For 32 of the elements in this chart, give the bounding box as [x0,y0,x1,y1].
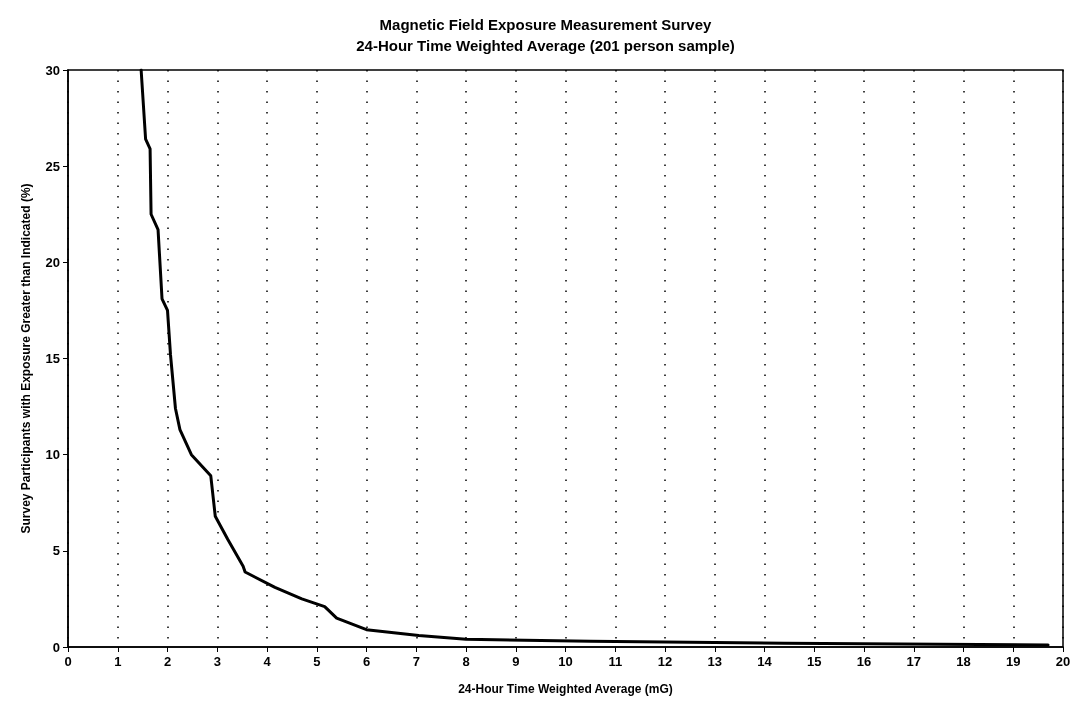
x-tick-label: 5 [313,654,321,669]
y-tick-label: 20 [45,254,60,270]
y-tick-label: 25 [45,158,60,174]
x-tick-label: 1 [114,654,122,669]
chart-subtitle: 24-Hour Time Weighted Average (201 person sample) [356,37,735,54]
x-tick-label: 10 [558,654,573,669]
x-tick-label: 2 [163,654,172,669]
x-axis-title: 24-Hour Time Weighted Average (mG) [458,682,673,696]
x-tick-label: 11 [608,654,623,669]
x-tick-label: 9 [512,654,520,669]
x-tick-label: 6 [362,654,371,669]
y-tick-label: 5 [52,543,60,559]
x-tick-label: 0 [64,654,72,669]
x-tick-label: 12 [657,654,673,669]
y-tick-label: 15 [45,351,60,366]
x-tick-label: 4 [263,654,272,669]
y-axis-title: Survey Participants with Exposure Greater than Indicated (%) [19,183,33,534]
x-tick-label: 8 [462,654,470,669]
x-tick-label: 16 [856,654,872,669]
y-tick-label: 0 [52,639,60,655]
x-tick-label: 19 [1006,654,1021,669]
x-tick-label: 20 [1055,654,1071,669]
x-tick-label: 3 [213,654,221,669]
x-tick-label: 17 [906,654,921,669]
y-tick-label: 10 [45,447,60,463]
x-tick-label: 15 [807,654,822,669]
x-tick-label: 7 [412,654,420,669]
x-tick-label: 18 [956,654,971,669]
y-tick-label: 30 [45,62,60,78]
x-tick-label: 13 [707,654,722,669]
chart-title: Magnetic Field Exposure Measurement Survey [379,16,713,33]
x-tick-label: 14 [757,654,773,669]
